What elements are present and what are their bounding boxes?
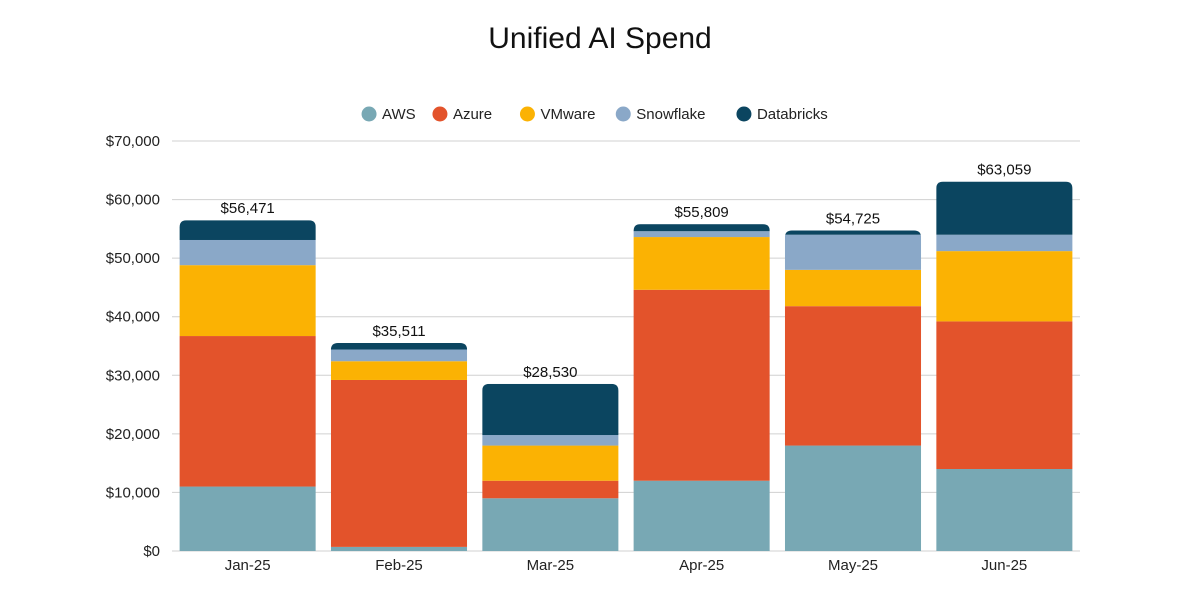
bar-segment-snowflake bbox=[330, 349, 468, 362]
bar-segment-databricks bbox=[936, 181, 1073, 235]
x-tick-label: Jan-25 bbox=[225, 557, 271, 574]
x-tick-label: Mar-25 bbox=[527, 557, 575, 574]
legend-marker-azure bbox=[432, 106, 448, 122]
bar-stack bbox=[179, 220, 316, 551]
bar-segment-snowflake bbox=[482, 435, 619, 446]
bar-segment-vmware bbox=[633, 237, 770, 290]
total-label: $54,725 bbox=[826, 210, 880, 227]
bar-stack bbox=[633, 224, 770, 551]
bar-stack bbox=[936, 181, 1073, 551]
bar-stack bbox=[784, 230, 922, 551]
y-tick-label: $20,000 bbox=[106, 426, 160, 443]
y-tick-label: $0 bbox=[143, 543, 160, 560]
bar-segment-vmware bbox=[936, 251, 1073, 322]
bar-segment-aws bbox=[179, 486, 316, 551]
bar-segment-snowflake bbox=[784, 234, 922, 270]
y-tick-label: $30,000 bbox=[106, 367, 160, 384]
bar-segment-snowflake bbox=[633, 231, 770, 238]
bar-segment-vmware bbox=[330, 361, 468, 380]
total-label: $28,530 bbox=[523, 364, 577, 381]
bar-stack bbox=[482, 383, 619, 551]
bar-segment-databricks bbox=[482, 383, 619, 436]
legend-marker-vmware bbox=[519, 106, 535, 122]
legend-marker-databricks bbox=[736, 106, 752, 122]
data-labels: $56,471 $35,511 $28,530 $55,809 $54,725 $63,0… bbox=[221, 162, 1032, 381]
bar-segment-azure bbox=[482, 480, 619, 499]
y-tick-label: $60,000 bbox=[106, 192, 160, 209]
legend-label: VMware bbox=[540, 106, 595, 123]
bar-segment-databricks bbox=[784, 230, 922, 235]
x-tick-label: Jun-25 bbox=[981, 557, 1027, 574]
bar-stack bbox=[330, 343, 468, 551]
bar-segment-azure bbox=[936, 321, 1073, 469]
bar-segment-databricks bbox=[179, 220, 316, 240]
bar-segment-aws bbox=[633, 480, 770, 551]
legend-label: Azure bbox=[453, 106, 492, 123]
legend-label: AWS bbox=[382, 106, 416, 123]
total-label: $55,809 bbox=[675, 204, 729, 221]
x-tick-label: Feb-25 bbox=[375, 557, 423, 574]
total-label: $35,511 bbox=[372, 323, 425, 340]
x-tick-label: May-25 bbox=[828, 557, 878, 574]
gridlines bbox=[172, 140, 1080, 552]
chart-title: Unified AI Spend bbox=[488, 22, 712, 55]
legend-marker-aws bbox=[361, 106, 377, 122]
legend-label: Snowflake bbox=[636, 106, 705, 123]
bar-segment-databricks bbox=[633, 224, 770, 232]
bar-segment-vmware bbox=[784, 269, 922, 307]
bar-segment-snowflake bbox=[936, 234, 1073, 252]
legend-label: Databricks bbox=[757, 106, 828, 123]
bars bbox=[179, 181, 1073, 551]
total-label: $63,059 bbox=[977, 162, 1031, 179]
axes: $0 $10,000 $20,000 $30,000 $40,000 $50,000 $60… bbox=[106, 133, 1028, 574]
bar-segment-vmware bbox=[482, 445, 619, 481]
bar-segment-azure bbox=[330, 379, 468, 547]
bar-segment-snowflake bbox=[179, 239, 316, 266]
bar-segment-aws bbox=[936, 469, 1073, 551]
y-tick-label: $10,000 bbox=[106, 484, 160, 501]
bar-segment-aws bbox=[784, 445, 922, 551]
y-tick-label: $40,000 bbox=[106, 309, 160, 326]
y-tick-label: $50,000 bbox=[106, 250, 160, 267]
bar-segment-azure bbox=[179, 336, 316, 487]
total-label: $56,471 bbox=[221, 200, 275, 217]
legend-marker-snowflake bbox=[615, 106, 631, 122]
bar-segment-aws bbox=[482, 498, 619, 551]
bar-segment-databricks bbox=[330, 343, 468, 350]
bar-segment-aws bbox=[330, 546, 468, 551]
x-tick-label: Apr-25 bbox=[679, 557, 724, 574]
bar-segment-vmware bbox=[179, 265, 316, 337]
y-tick-label: $70,000 bbox=[106, 133, 160, 150]
bar-segment-azure bbox=[633, 289, 770, 481]
bar-segment-azure bbox=[784, 306, 922, 446]
legend: AWS Azure VMware Snowflake Databricks bbox=[361, 106, 828, 123]
